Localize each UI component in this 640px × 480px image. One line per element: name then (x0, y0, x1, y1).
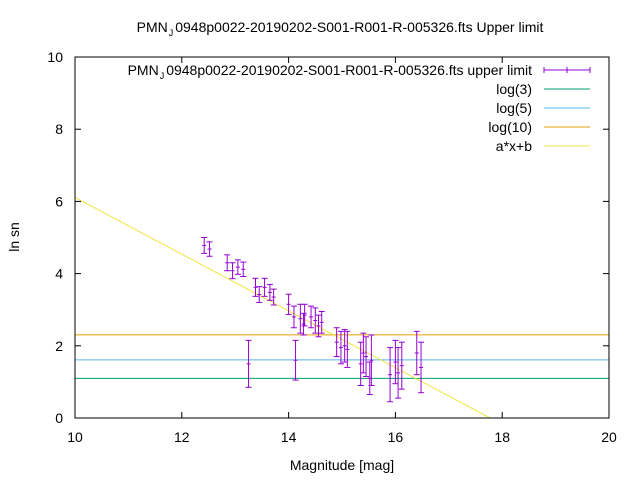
legend-label-rest: 0948p0022-20190202-S001-R001-R-005326.ft… (166, 62, 532, 78)
y-tick-label: 0 (55, 410, 63, 426)
data-point (333, 327, 340, 358)
y-tick-label: 10 (47, 49, 63, 65)
y-tick-label: 6 (55, 193, 63, 209)
data-point (315, 314, 322, 338)
data-point (201, 237, 208, 254)
data-point (292, 339, 299, 381)
data-point (252, 277, 259, 297)
data-point (270, 288, 277, 306)
x-tick-label: 18 (494, 429, 510, 445)
x-tick-label: 16 (388, 429, 404, 445)
axes: 10 12 14 16 18 20 0 2 4 6 8 10 (47, 49, 617, 445)
data-point (312, 307, 319, 334)
y-tick-label: 8 (55, 121, 63, 137)
data-point (245, 339, 252, 388)
data-point (318, 311, 325, 334)
data-point (418, 341, 425, 394)
x-tick-label: 12 (174, 429, 190, 445)
data-point (363, 336, 370, 377)
legend: PMNJ 0948p0022-20190202-S001-R001-R-00532… (128, 62, 591, 154)
y-axis-label: ln sn (6, 222, 22, 252)
y-tick-label: 4 (55, 266, 63, 282)
legend-label: PMNJ 0948p0022-20190202-S001-R001-R-00532… (128, 62, 533, 81)
data-point (341, 329, 348, 363)
data-point (308, 305, 315, 329)
data-point (240, 261, 247, 277)
data-point (337, 330, 344, 365)
data-point (387, 347, 394, 403)
legend-label: log(5) (496, 100, 532, 116)
data-point (290, 305, 297, 329)
data-point (398, 341, 405, 390)
legend-swatch (543, 67, 591, 73)
chart-title: PMNJ 0948p0022-20190202-S001-R001-R-00532… (137, 19, 544, 38)
data-point (229, 262, 236, 280)
x-tick-label: 14 (281, 429, 297, 445)
legend-label: log(3) (496, 81, 532, 97)
data-point (344, 330, 351, 368)
data-point (224, 254, 231, 272)
legend-label-subscript: J (160, 71, 165, 81)
data-point (256, 286, 263, 303)
legend-label: a*x+b (496, 138, 532, 154)
x-tick-label: 10 (67, 429, 83, 445)
data-point (301, 303, 308, 327)
legend-label: log(10) (488, 119, 532, 135)
series-layer (75, 196, 609, 418)
data-point (395, 347, 402, 399)
data-point (357, 341, 364, 387)
data-point (360, 332, 367, 374)
plot-frame (74, 56, 610, 419)
data-point (261, 277, 268, 297)
y-tick-label: 2 (55, 338, 63, 354)
data-point (206, 241, 213, 257)
data-point (285, 293, 292, 315)
data-point (368, 334, 375, 387)
data-point (234, 259, 241, 275)
data-point (266, 283, 273, 301)
x-axis-label: Magnitude [mag] (290, 457, 394, 473)
data-point (413, 330, 420, 376)
legend-label-prefix: PMN (128, 62, 159, 78)
x-tick-label: 20 (601, 429, 617, 445)
